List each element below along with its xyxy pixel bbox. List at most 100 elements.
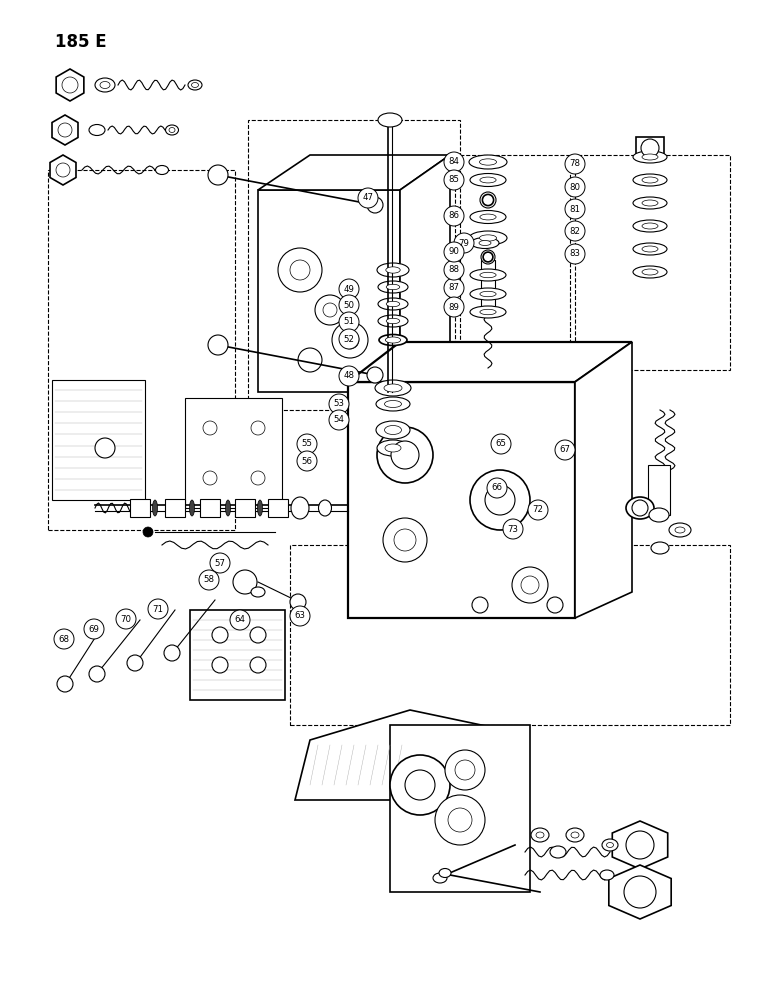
- Ellipse shape: [385, 337, 401, 343]
- Ellipse shape: [626, 497, 654, 519]
- Text: 51: 51: [343, 318, 354, 326]
- Circle shape: [89, 666, 105, 682]
- Ellipse shape: [480, 235, 497, 241]
- Circle shape: [565, 177, 585, 197]
- Text: 84: 84: [448, 157, 459, 166]
- Text: 66: 66: [491, 484, 502, 492]
- Circle shape: [555, 440, 575, 460]
- Circle shape: [57, 676, 73, 692]
- Ellipse shape: [376, 397, 410, 411]
- Polygon shape: [258, 190, 400, 392]
- Ellipse shape: [386, 318, 399, 324]
- Text: 90: 90: [448, 247, 459, 256]
- Text: 73: 73: [508, 524, 519, 534]
- Circle shape: [448, 808, 472, 832]
- Ellipse shape: [480, 272, 496, 278]
- Circle shape: [54, 629, 74, 649]
- Circle shape: [127, 655, 143, 671]
- Ellipse shape: [378, 281, 408, 293]
- Circle shape: [444, 260, 464, 280]
- Ellipse shape: [225, 500, 231, 516]
- Polygon shape: [348, 382, 575, 618]
- Ellipse shape: [479, 240, 491, 245]
- Circle shape: [323, 303, 337, 317]
- Polygon shape: [258, 155, 450, 190]
- Ellipse shape: [188, 80, 202, 90]
- Text: 64: 64: [235, 615, 246, 624]
- Circle shape: [339, 329, 359, 349]
- Polygon shape: [185, 398, 282, 508]
- Ellipse shape: [669, 523, 691, 537]
- Bar: [165, 499, 185, 517]
- Circle shape: [208, 165, 228, 185]
- Circle shape: [116, 609, 136, 629]
- Circle shape: [62, 77, 78, 93]
- Text: 56: 56: [302, 456, 313, 466]
- Circle shape: [339, 279, 359, 299]
- Polygon shape: [190, 610, 285, 700]
- Circle shape: [290, 594, 306, 610]
- Circle shape: [444, 297, 464, 317]
- Ellipse shape: [100, 82, 110, 89]
- Circle shape: [367, 367, 383, 383]
- Circle shape: [377, 427, 433, 483]
- Text: 67: 67: [559, 446, 570, 454]
- Polygon shape: [52, 115, 78, 145]
- Text: 82: 82: [569, 227, 580, 235]
- Circle shape: [230, 610, 250, 630]
- Circle shape: [390, 755, 450, 815]
- Circle shape: [297, 434, 317, 454]
- Circle shape: [358, 188, 378, 208]
- Circle shape: [455, 760, 475, 780]
- Ellipse shape: [600, 870, 614, 880]
- Ellipse shape: [377, 440, 409, 456]
- Ellipse shape: [607, 842, 614, 848]
- Polygon shape: [575, 342, 632, 618]
- Text: 70: 70: [120, 614, 132, 624]
- Ellipse shape: [169, 127, 175, 132]
- Ellipse shape: [471, 237, 499, 248]
- Ellipse shape: [470, 306, 506, 318]
- Ellipse shape: [642, 223, 658, 229]
- Circle shape: [339, 366, 359, 386]
- Circle shape: [641, 139, 659, 157]
- Ellipse shape: [376, 421, 410, 439]
- Ellipse shape: [375, 380, 411, 396]
- Circle shape: [367, 197, 383, 213]
- Bar: [636, 137, 664, 155]
- Ellipse shape: [153, 500, 158, 516]
- Circle shape: [565, 199, 585, 219]
- Circle shape: [341, 331, 359, 349]
- Circle shape: [521, 576, 539, 594]
- Text: 52: 52: [343, 334, 354, 344]
- Ellipse shape: [469, 231, 507, 245]
- Polygon shape: [612, 821, 668, 869]
- Circle shape: [251, 471, 265, 485]
- Ellipse shape: [633, 243, 667, 255]
- Bar: [130, 499, 150, 517]
- Circle shape: [632, 500, 648, 516]
- Ellipse shape: [165, 125, 179, 135]
- Text: 71: 71: [153, 604, 164, 613]
- Ellipse shape: [385, 426, 402, 434]
- Circle shape: [512, 567, 548, 603]
- Ellipse shape: [251, 587, 265, 597]
- Polygon shape: [575, 382, 620, 582]
- Ellipse shape: [483, 252, 493, 262]
- Circle shape: [491, 434, 511, 454]
- Ellipse shape: [651, 542, 669, 554]
- Ellipse shape: [571, 832, 579, 838]
- Ellipse shape: [633, 220, 667, 232]
- Ellipse shape: [433, 873, 447, 883]
- Circle shape: [208, 335, 228, 355]
- Ellipse shape: [642, 200, 658, 206]
- Bar: [648, 465, 670, 515]
- Ellipse shape: [291, 497, 309, 519]
- Ellipse shape: [480, 214, 496, 220]
- Ellipse shape: [550, 846, 566, 858]
- Circle shape: [470, 470, 530, 530]
- Circle shape: [148, 599, 168, 619]
- Polygon shape: [348, 342, 632, 382]
- Circle shape: [485, 485, 515, 515]
- Circle shape: [444, 152, 464, 172]
